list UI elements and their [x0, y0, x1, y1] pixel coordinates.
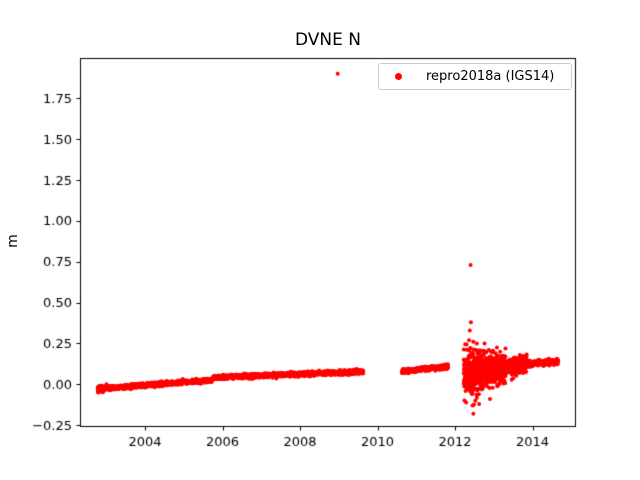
chart-title: DVNE N	[295, 30, 361, 50]
y-axis-label: m	[5, 234, 21, 248]
legend: repro2018a (IGS14)	[378, 63, 572, 90]
legend-marker-dot-icon	[395, 73, 402, 80]
legend-series-label: repro2018a (IGS14)	[426, 69, 555, 84]
